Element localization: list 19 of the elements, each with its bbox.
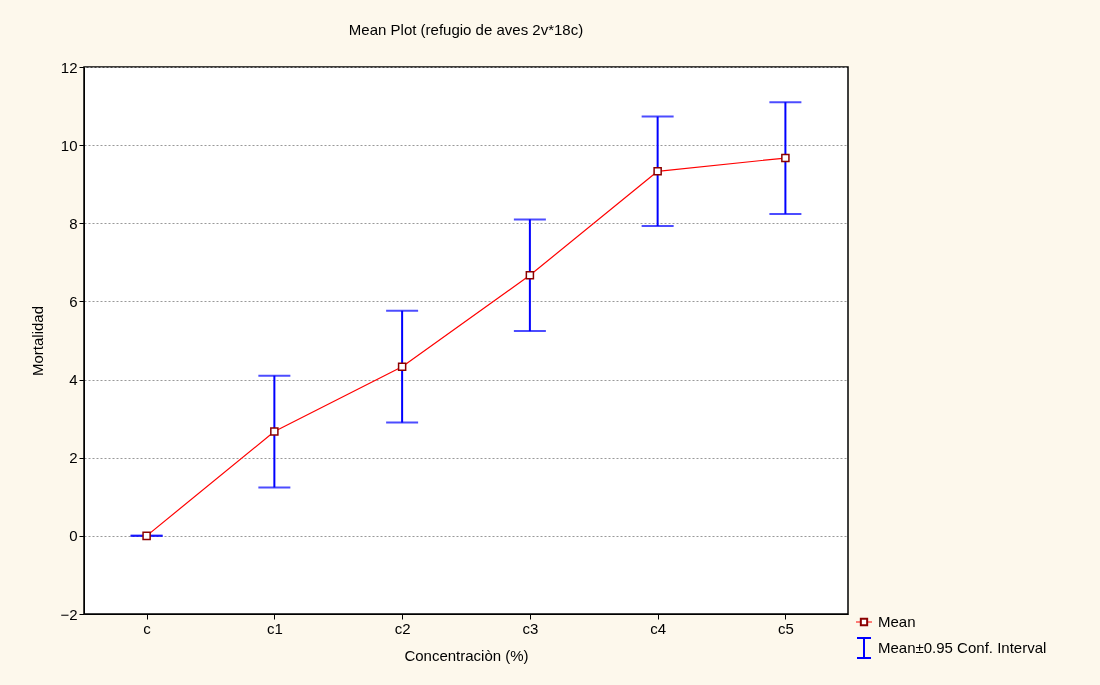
y-tick-label: 2 [69, 449, 78, 467]
legend-label: Mean [878, 613, 916, 630]
y-tick-label: 8 [69, 214, 78, 232]
y-tick-label: 0 [69, 527, 78, 545]
x-tick-label: c4 [650, 619, 667, 637]
y-tick-label: 12 [60, 58, 78, 76]
x-tick-label: c [143, 619, 152, 637]
chart-title: Mean Plot (refugio de aves 2v*18c) [348, 21, 584, 38]
y-tick-label: 4 [69, 371, 78, 389]
x-axis-title: Concentraciòn (%) [404, 646, 529, 664]
text: Mean±0.95 Conf. Interval [878, 639, 1047, 656]
x-tick-label: c1 [266, 619, 283, 637]
x-tick-label: c3 [522, 619, 539, 637]
y-tick-label: 10 [60, 136, 78, 154]
y-tick-label: 6 [69, 292, 78, 310]
x-tick-label: c2 [394, 619, 411, 637]
x-tick-label: c5 [777, 619, 794, 637]
y-axis-title: Mortalidad [29, 305, 47, 377]
y-tick-label: −2 [60, 605, 78, 623]
